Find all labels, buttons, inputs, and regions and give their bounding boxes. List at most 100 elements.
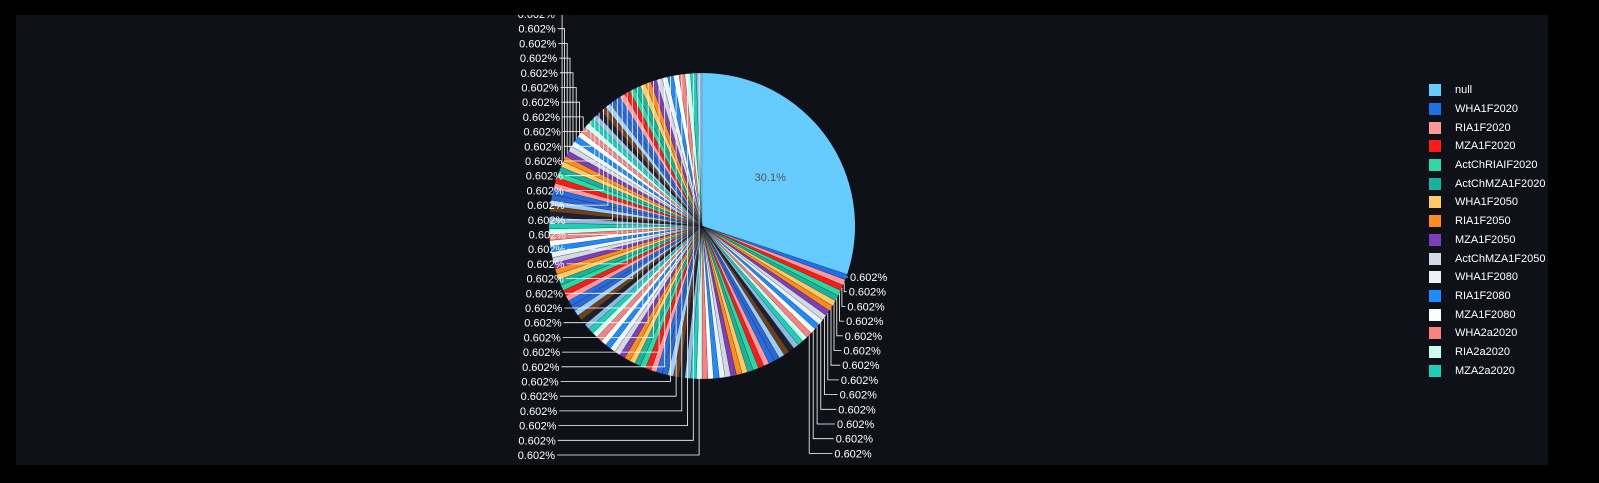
leader-line [836,298,843,337]
pie-slice-null[interactable] [702,73,856,275]
slice-label: 0.602% [524,141,562,153]
legend-swatch [1429,252,1441,265]
slice-label: 0.602% [527,200,565,212]
slice-label: 0.602% [518,15,556,21]
slice-label: 0.602% [846,316,884,328]
slice-label: 0.602% [526,185,564,197]
slice-label: 0.602% [519,38,557,50]
slice-label: 0.602% [518,24,556,36]
slice-label: 0.602% [527,274,565,286]
legend-item[interactable]: WHA1F2020 [1429,100,1548,119]
leader-line [558,73,688,427]
slice-label: 0.602% [518,450,556,462]
legend-item[interactable]: MZA1F2050 [1429,231,1548,250]
leader-lines [557,15,848,456]
leader-line [830,308,841,366]
leader-line [563,120,592,147]
legend-item[interactable]: WHA1F2050 [1429,193,1548,212]
legend-label: null [1455,84,1473,97]
slice-label: 0.602% [524,127,562,139]
leader-line [562,80,654,338]
legend-label: ActChRIAIF2020 [1455,159,1538,172]
legend-item[interactable]: MZA1F2080 [1429,305,1548,324]
slice-label: 0.602% [522,362,560,374]
slice-label-null: 30.1% [755,172,786,184]
leader-line [563,82,649,324]
legend-item[interactable]: ActChMZA1F2020 [1429,174,1548,193]
slice-label: 0.602% [847,301,885,313]
legend-item[interactable]: MZA1F2020 [1429,137,1548,156]
slice-label: 0.602% [850,272,888,284]
slice-label: 0.602% [837,419,875,431]
leader-line [559,72,574,144]
legend-label: RIA2a2020 [1455,345,1511,358]
slice-label: 0.602% [841,375,879,387]
legend-item[interactable]: RIA1F2080 [1429,287,1548,306]
leader-line [843,282,847,293]
legend-swatch [1429,364,1441,377]
leader-line [562,79,660,353]
slice-label: 0.602% [524,318,562,330]
legend-label: RIA1F2020 [1455,121,1511,134]
slice-label: 0.602% [838,404,876,416]
legend-item[interactable]: RIA2a2020 [1429,343,1548,362]
slice-label: 0.602% [519,421,557,433]
legend-item[interactable]: WHA1F2080 [1429,268,1548,287]
legend-item[interactable]: ActChRIAIF2020 [1429,156,1548,175]
legend-swatch [1429,84,1441,97]
leader-line [557,28,565,159]
legend-label: WHA1F2050 [1455,196,1518,209]
legend-label: MZA1F2080 [1455,308,1516,321]
leader-line [562,125,588,132]
legend-swatch [1429,308,1441,321]
slice-label: 0.602% [525,156,563,168]
legend-item[interactable]: MZA2a2020 [1429,361,1548,380]
legend-label: RIA1F2080 [1455,289,1511,302]
legend-swatch [1429,289,1441,302]
slice-label: 0.602% [842,360,880,372]
leader-line [820,322,837,410]
legend-swatch [1429,177,1441,190]
legend-item[interactable]: null [1429,81,1548,100]
slice-label: 0.602% [526,171,564,183]
legend-swatch [1429,121,1441,134]
leader-line [808,335,833,454]
leader-line [824,317,838,396]
legend-label: MZA1F2050 [1455,233,1516,246]
slice-label: 0.602% [844,346,882,358]
leader-line [566,92,628,265]
leader-line [562,116,584,130]
slice-label: 0.602% [523,112,561,124]
slice-label: 0.602% [520,53,558,65]
slice-label: 0.602% [528,215,566,227]
pie-chart: 30.1% 0.602% 0.602% 0.602% 0.602% 0.602% 0.602… [518,15,888,462]
leader-line [557,73,694,441]
leader-line [568,98,618,235]
slice-label: 0.602% [525,303,563,315]
legend-item[interactable]: RIA1F2050 [1429,212,1548,231]
legend-item[interactable]: ActChMZA1F2050 [1429,249,1548,268]
leader-line [560,87,577,139]
leader-line [561,77,666,368]
slice-label: 0.602% [526,288,564,300]
legend-label: ActChMZA1F2050 [1455,252,1546,265]
leader-line [567,101,613,221]
legend-label: MZA1F2020 [1455,140,1516,153]
leader-line [564,84,644,309]
legend-swatch [1429,233,1441,246]
leader-line [565,109,604,191]
legend-swatch [1429,103,1441,116]
legend-swatch [1429,140,1441,153]
chart-frame: 30.1% 0.602% 0.602% 0.602% 0.602% 0.602% 0.602… [16,15,1548,465]
leader-line [827,313,839,381]
legend-item[interactable]: RIA1F2020 [1429,118,1548,137]
slice-label: 0.602% [529,230,567,242]
slice-label: 0.602% [840,390,878,402]
slice-label: 0.602% [834,448,872,460]
legend-label: WHA2a2020 [1455,327,1518,340]
legend-label: RIA1F2050 [1455,215,1511,228]
leader-line [559,74,683,412]
leader-line [567,95,623,250]
legend-item[interactable]: WHA2a2020 [1429,324,1548,343]
legend-label: WHA1F2020 [1455,103,1518,116]
